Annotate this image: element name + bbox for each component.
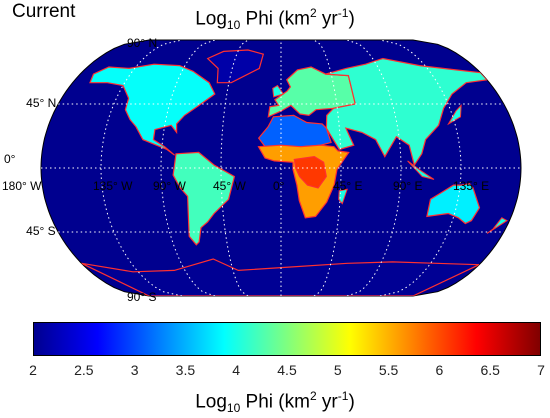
colorbar-tick: 6 [435, 362, 444, 378]
colorbar-tick: 6.5 [480, 362, 500, 378]
lat-label: 45° S [26, 224, 56, 238]
lat-label: 90° S [127, 290, 157, 304]
colorbar-tick: 3.5 [175, 362, 196, 378]
island [486, 217, 508, 234]
island [272, 84, 285, 98]
lon-label: 135° W [93, 179, 133, 193]
meridian [346, 40, 402, 296]
lon-label: 135° E [453, 179, 489, 193]
lon-label: 45° E [333, 179, 362, 193]
lon-label: 90° W [153, 179, 186, 193]
colorbar-tick: 2 [29, 362, 37, 378]
region-central-africa [293, 155, 327, 189]
graticule [41, 40, 521, 296]
colorbar-tick: 5 [333, 362, 342, 378]
map-title: Log10 Phi (km2 yr-1) [195, 6, 355, 33]
longitude-labels: 180° W 135° W 90° W 45° W 0° 45° E 90° E 135° E [2, 179, 489, 193]
lon-label: 0° [273, 179, 285, 193]
island [447, 104, 462, 126]
lon-label: 45° W [213, 179, 246, 193]
region-australia [426, 182, 481, 225]
meridian [160, 40, 216, 296]
world-map[interactable]: 180° W 135° W 90° W 45° W 0° 45° E 90° E 135° E [0, 0, 550, 310]
colorbar-tick: 4.5 [277, 362, 297, 378]
region-antarctica [81, 258, 480, 296]
lat-label: 0° [4, 152, 16, 166]
panel-label: Current [12, 1, 76, 22]
colorbar-tick: 5.5 [378, 362, 399, 378]
lon-label: 180° W [2, 179, 42, 193]
region-south-america [172, 151, 236, 246]
colorbar [33, 322, 541, 356]
colorbar-label: Log10 Phi (km2 yr-1) [195, 389, 355, 416]
lat-label: 90° N [127, 36, 158, 50]
region-greenland [206, 49, 265, 84]
colorbar-tick: 4 [232, 362, 241, 378]
colorbar-tick: 7 [537, 362, 545, 378]
colorbar-tick: 3 [130, 362, 139, 378]
colorbar-tick: 2.5 [74, 362, 94, 378]
lat-label: 45° N [26, 96, 57, 110]
region-asia [325, 57, 489, 167]
land-layer [81, 49, 508, 296]
island [407, 160, 435, 180]
lon-label: 90° E [393, 179, 422, 193]
region-north-america [89, 63, 216, 156]
